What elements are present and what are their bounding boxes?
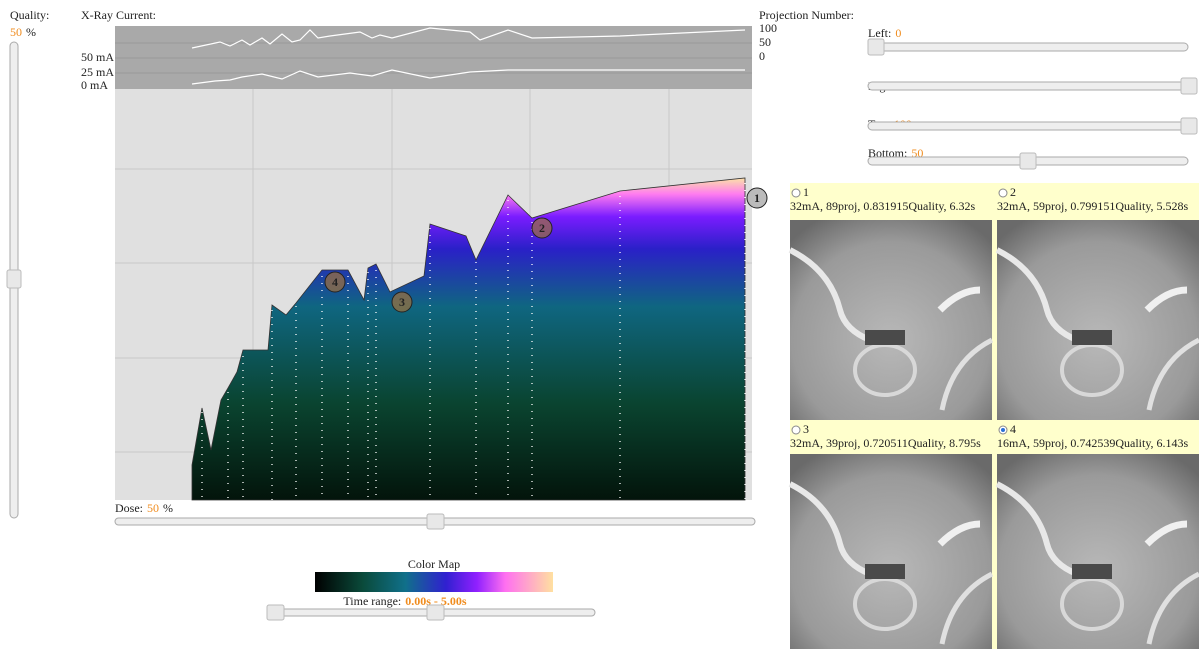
projection-label: 100 [759, 21, 777, 35]
crop-label-text: Left: [868, 26, 891, 40]
ct-bg [997, 454, 1199, 649]
ct-dark [865, 330, 905, 345]
ct-bg [790, 220, 992, 420]
ct-dark [865, 564, 905, 579]
time-thumb-start[interactable] [267, 605, 284, 620]
xray-label: 25 mA [81, 65, 114, 79]
ct-dark [1072, 330, 1112, 345]
result-description: 32mA, 39proj, 0.720511Quality, 8.795s [790, 436, 981, 450]
projection-title: Projection Number: [759, 8, 854, 22]
dose-thumb[interactable] [427, 514, 444, 529]
marker-label: 1 [754, 191, 760, 205]
ct-bg [997, 220, 1199, 420]
result-description: 16mA, 59proj, 0.742539Quality, 6.143s [997, 436, 1189, 450]
app: Quality: 50% X-Ray Current: 50 mA 25 mA … [0, 0, 1199, 649]
crop-thumb[interactable] [1181, 78, 1197, 94]
projection-label: 0 [759, 49, 765, 63]
radio[interactable] [792, 189, 800, 197]
marker-label: 2 [539, 221, 545, 235]
dose-label: Dose:50% [115, 501, 173, 515]
result-id: 2 [1010, 185, 1016, 199]
projection-label: 50 [759, 35, 771, 49]
crop-slider[interactable] [868, 122, 1188, 130]
radio[interactable] [792, 426, 800, 434]
crop-thumb[interactable] [1181, 118, 1197, 134]
crop-slider[interactable] [868, 82, 1188, 90]
quality-label: Quality: [10, 8, 49, 22]
time-thumb-end[interactable] [427, 605, 444, 620]
crop-value: 0 [895, 26, 901, 40]
xray-label: 50 mA [81, 50, 114, 64]
xray-label: 0 mA [81, 78, 108, 92]
result-description: 32mA, 89proj, 0.831915Quality, 6.32s [790, 199, 976, 213]
result-id: 3 [803, 422, 809, 436]
radio-dot [1001, 428, 1005, 432]
quality-thumb[interactable] [7, 270, 21, 288]
crop-label: Left: 0 [868, 26, 901, 40]
crop-thumb[interactable] [1020, 153, 1036, 169]
radio[interactable] [999, 189, 1007, 197]
colormap-title: Color Map [408, 557, 460, 571]
result-id: 4 [1010, 422, 1016, 436]
marker-label: 4 [332, 275, 338, 289]
ct-dark [1072, 564, 1112, 579]
result-description: 32mA, 59proj, 0.799151Quality, 5.528s [997, 199, 1189, 213]
ct-image [790, 454, 992, 649]
time-range-label: Time range:0.00s - 5.00s [343, 594, 467, 608]
ct-bg [790, 454, 992, 649]
ct-image [790, 220, 992, 420]
crop-thumb[interactable] [868, 39, 884, 55]
crop-slider[interactable] [868, 43, 1188, 51]
ct-image [997, 220, 1199, 420]
quality-value: 50% [10, 25, 36, 39]
ct-image [997, 454, 1199, 649]
xray-title: X-Ray Current: [81, 8, 156, 22]
result-id: 1 [803, 185, 809, 199]
marker-label: 3 [399, 295, 405, 309]
crop-sliders: Left:0Right:2880Top:100Bottom:50 [868, 26, 1197, 169]
colormap-bar [315, 572, 553, 592]
